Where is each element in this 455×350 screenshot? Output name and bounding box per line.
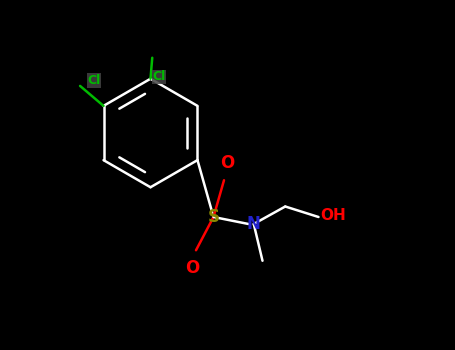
Text: S: S	[207, 208, 219, 226]
Text: O: O	[220, 154, 235, 172]
Text: N: N	[247, 215, 261, 233]
Text: Cl: Cl	[87, 74, 101, 87]
Text: OH: OH	[320, 208, 346, 223]
Text: Cl: Cl	[152, 70, 166, 84]
Text: O: O	[185, 259, 200, 277]
